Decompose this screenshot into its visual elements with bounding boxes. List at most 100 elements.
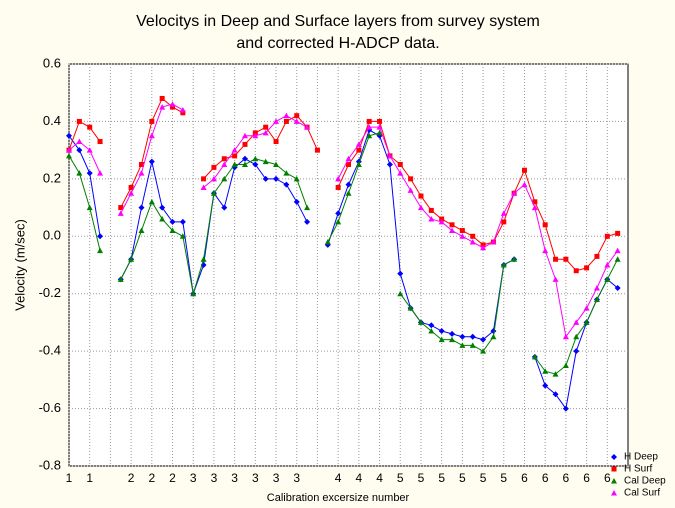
marker (97, 247, 104, 254)
legend-label: Cal Deep (624, 476, 666, 487)
marker (180, 110, 186, 116)
marker (470, 233, 476, 239)
marker (304, 124, 311, 130)
marker (355, 161, 362, 167)
marker (438, 336, 445, 343)
marker (97, 170, 104, 176)
marker (138, 204, 145, 211)
marker (490, 239, 497, 245)
marker (148, 198, 155, 205)
marker (428, 216, 435, 222)
marker (407, 187, 414, 193)
legend-label: H Surf (624, 464, 653, 475)
marker (335, 218, 342, 225)
marker (615, 230, 621, 236)
marker (449, 222, 455, 228)
marker (231, 161, 238, 167)
marker (542, 368, 549, 374)
x-axis-label: Calibration excersize number (267, 492, 410, 504)
marker (273, 175, 280, 182)
marker (159, 216, 166, 222)
marker (179, 233, 186, 239)
chart-title: Velocitys in Deep and Surface layers fro… (136, 13, 540, 30)
marker (241, 132, 248, 139)
marker (262, 158, 269, 165)
marker (66, 147, 72, 153)
x-tick-label: 3 (252, 471, 259, 485)
y-tick-label: 0.0 (43, 228, 61, 243)
marker (449, 336, 456, 343)
marker (138, 162, 144, 167)
marker (584, 265, 590, 271)
marker (169, 218, 176, 225)
marker (86, 147, 93, 153)
marker (366, 118, 372, 124)
marker (532, 199, 538, 205)
marker (521, 167, 527, 173)
marker (397, 162, 403, 167)
y-tick-label: 0.2 (43, 170, 61, 185)
marker (345, 155, 352, 162)
marker (179, 218, 186, 225)
x-tick-label: 6 (521, 471, 528, 485)
y-tick-label: -0.2 (39, 285, 61, 300)
marker (128, 190, 135, 196)
marker (273, 139, 279, 145)
marker (200, 184, 207, 190)
marker (611, 466, 617, 472)
marker (480, 244, 487, 251)
marker (128, 184, 134, 190)
legend-label: Cal Surf (624, 488, 660, 499)
marker (552, 276, 559, 282)
marker (86, 204, 93, 211)
marker (611, 478, 617, 484)
marker (252, 155, 259, 162)
marker (542, 222, 548, 228)
marker (366, 132, 373, 139)
x-tick-label: 3 (273, 471, 280, 485)
x-tick-label: 2 (128, 471, 135, 485)
marker (573, 348, 580, 355)
marker (376, 129, 383, 136)
marker (563, 256, 569, 262)
x-tick-label: 6 (563, 471, 570, 485)
chart-title: and corrected H-ADCP data. (236, 35, 439, 52)
y-tick-label: 0.4 (43, 113, 61, 128)
marker (562, 405, 569, 412)
marker (138, 170, 145, 176)
marker (346, 162, 351, 167)
x-tick-label: 1 (86, 471, 93, 485)
marker (293, 118, 300, 124)
marker (614, 247, 621, 254)
marker (210, 175, 217, 182)
marker (500, 262, 507, 268)
marker (614, 284, 621, 291)
x-tick-label: 4 (335, 471, 342, 485)
marker (428, 207, 434, 213)
marker (283, 112, 290, 119)
marker (149, 118, 155, 124)
marker (459, 228, 465, 234)
marker (573, 268, 579, 274)
marker (480, 348, 487, 354)
x-tick-label: 5 (459, 471, 466, 485)
marker (407, 305, 414, 311)
marker (345, 190, 352, 196)
marker (428, 322, 435, 329)
marker (614, 256, 621, 262)
marker (552, 371, 559, 377)
marker (386, 161, 393, 168)
marker (449, 227, 456, 234)
marker (221, 204, 228, 211)
marker (449, 330, 456, 337)
marker (211, 164, 217, 170)
marker (262, 175, 269, 182)
marker (459, 333, 466, 340)
plot-area (68, 63, 629, 467)
y-tick-label: 0.6 (43, 55, 61, 70)
marker (604, 233, 610, 239)
marker (417, 204, 424, 211)
marker (408, 176, 414, 182)
marker (76, 170, 83, 176)
